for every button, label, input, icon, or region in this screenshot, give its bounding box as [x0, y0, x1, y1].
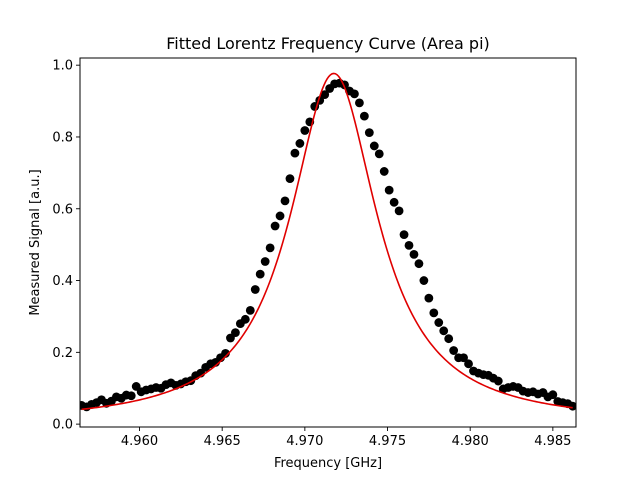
- x-tick-label: 4.975: [369, 434, 406, 449]
- data-point: [568, 401, 576, 411]
- y-axis: 0.0 0.2 0.4 0.6 0.8 1.0: [52, 59, 80, 433]
- data-point: [350, 89, 359, 99]
- data-point: [250, 285, 260, 294]
- x-axis-label: Frequency [GHz]: [274, 456, 382, 471]
- data-point: [359, 111, 369, 121]
- data-point: [384, 185, 394, 195]
- data-point: [275, 211, 285, 221]
- x-tick-label: 4.965: [204, 434, 241, 449]
- data-point: [255, 269, 265, 279]
- data-point: [394, 206, 404, 216]
- x-axis: 4.960 4.965 4.970 4.975 4.980 4.985: [121, 427, 571, 449]
- y-tick-label: 1.0: [52, 59, 73, 74]
- data-point: [240, 314, 250, 324]
- data-point: [429, 308, 439, 318]
- data-point: [414, 259, 424, 269]
- data-point: [459, 353, 468, 363]
- data-point: [280, 196, 290, 206]
- axes-frame: [79, 57, 577, 428]
- x-tick-label: 4.985: [534, 434, 571, 449]
- data-point: [364, 128, 374, 138]
- y-tick-label: 0.4: [52, 274, 73, 289]
- data-point: [320, 90, 330, 100]
- data-point: [270, 221, 280, 231]
- chart-title: Fitted Lorentz Frequency Curve (Area pi): [166, 34, 490, 53]
- data-point: [444, 334, 454, 344]
- y-axis-label: Measured Signal [a.u.]: [28, 169, 43, 315]
- plot-area: [80, 72, 576, 412]
- data-point: [379, 167, 389, 176]
- data-point: [389, 197, 399, 207]
- data-point: [439, 326, 449, 336]
- x-tick-label: 4.970: [286, 434, 323, 449]
- data-point: [464, 359, 473, 369]
- data-point: [290, 148, 300, 158]
- fit-curve-line: [81, 72, 573, 411]
- data-point: [295, 139, 305, 148]
- data-point: [548, 390, 558, 400]
- data-point: [424, 293, 434, 303]
- data-point: [404, 240, 414, 250]
- data-point: [399, 230, 409, 240]
- data-point: [245, 305, 255, 315]
- data-point: [419, 276, 429, 285]
- data-point: [369, 141, 379, 151]
- data-point: [260, 257, 270, 266]
- x-tick-label: 4.980: [452, 434, 489, 449]
- y-tick-label: 0.2: [52, 346, 73, 361]
- y-tick-label: 0.6: [52, 202, 73, 217]
- data-point: [300, 126, 310, 135]
- data-point: [434, 318, 444, 327]
- y-tick-label: 0.8: [52, 130, 73, 145]
- data-point: [374, 149, 384, 159]
- data-point: [493, 376, 503, 386]
- data-point: [221, 349, 230, 358]
- data-point: [126, 391, 136, 401]
- y-tick-label: 0.0: [52, 418, 73, 433]
- data-point: [409, 249, 419, 259]
- data-point: [449, 346, 459, 355]
- x-tick-label: 4.960: [121, 434, 158, 449]
- data-point: [285, 174, 295, 184]
- data-point: [265, 243, 275, 253]
- data-point: [231, 328, 240, 337]
- data-point: [355, 98, 364, 108]
